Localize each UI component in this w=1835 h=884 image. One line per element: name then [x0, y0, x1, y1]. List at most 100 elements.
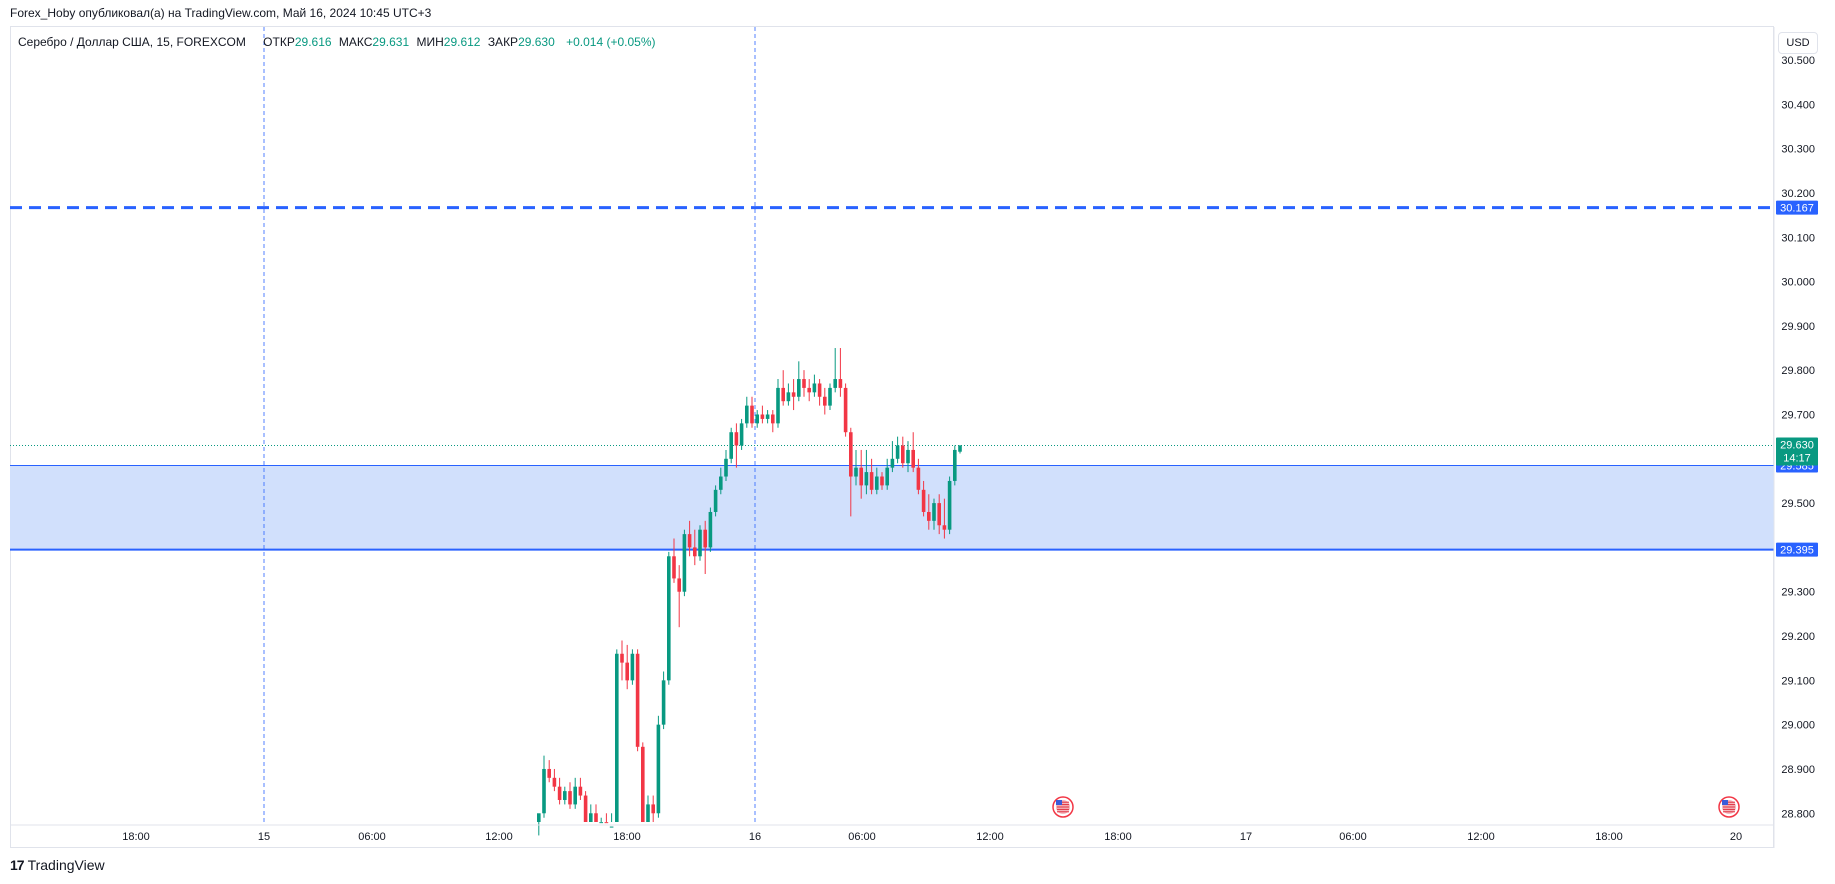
candle: [583, 791, 588, 822]
x-tick-label: 16: [749, 831, 761, 843]
candle-body: [838, 379, 843, 388]
candle-body: [906, 449, 910, 464]
x-tick-label: 18:00: [1595, 831, 1623, 843]
candle-body: [849, 432, 853, 477]
y-tick-label: 29.900: [1781, 321, 1815, 333]
x-tick-label: 18:00: [613, 831, 641, 843]
candle: [719, 467, 723, 495]
candle-body: [604, 822, 609, 824]
low-value: 29.612: [443, 35, 481, 49]
candle: [927, 494, 931, 530]
candle-body: [890, 458, 895, 468]
candle-body: [854, 467, 858, 477]
candle-body: [620, 653, 624, 663]
open-value: 29.616: [294, 35, 332, 49]
candle: [781, 370, 785, 406]
us-flag-icon[interactable]: [1718, 796, 1740, 818]
candle-body: [901, 445, 905, 464]
y-tick-label: 29.700: [1781, 409, 1815, 421]
candle: [833, 348, 837, 393]
candle-body: [698, 529, 702, 557]
candle-body: [750, 405, 754, 424]
candle-body: [703, 529, 707, 548]
candle-body: [817, 383, 822, 397]
candle-body: [734, 432, 739, 446]
change-value: +0.014 (+0.05%): [566, 35, 656, 49]
candle: [646, 795, 650, 822]
candle: [916, 458, 921, 495]
candle-body: [745, 405, 749, 424]
candle: [557, 777, 562, 805]
y-tick-label: 29.500: [1781, 498, 1815, 510]
x-tick-label: 06:00: [1339, 831, 1367, 843]
candle: [698, 525, 702, 561]
candle: [947, 476, 952, 535]
candle-body: [573, 786, 577, 805]
candle: [750, 396, 754, 428]
candle: [776, 379, 780, 428]
candle: [604, 813, 609, 824]
candle: [656, 715, 661, 818]
candle-body: [911, 449, 915, 468]
candle: [921, 480, 926, 517]
candle: [615, 649, 619, 822]
candle-body: [927, 511, 931, 521]
x-tick-label: 06:00: [358, 831, 386, 843]
candle-body: [823, 396, 827, 406]
us-flag-icon[interactable]: [1052, 796, 1074, 818]
candle-body: [859, 467, 863, 486]
candle-body: [583, 795, 588, 822]
candle-body: [916, 467, 921, 490]
candle-body: [833, 379, 837, 388]
candle-body: [828, 387, 832, 406]
candle: [542, 755, 546, 818]
candle: [635, 649, 640, 752]
candle-body: [589, 813, 593, 822]
candle: [760, 405, 765, 424]
candle: [708, 507, 713, 552]
candle: [755, 410, 759, 428]
candle-body: [885, 467, 889, 486]
candle-body: [776, 387, 780, 424]
candle: [864, 449, 869, 495]
candle-body: [713, 489, 718, 512]
x-tick-label: 18:00: [1104, 831, 1132, 843]
level-price-badge: 30.167: [1776, 200, 1818, 215]
high-label: МАКС: [338, 35, 373, 49]
candle: [797, 361, 801, 402]
candle: [958, 445, 962, 454]
last-price-badge-text: 29.630: [1780, 440, 1814, 452]
candle: [823, 387, 827, 415]
candle: [568, 782, 572, 809]
candle-body: [765, 414, 770, 419]
candle: [594, 804, 598, 822]
y-tick-label: 28.900: [1781, 764, 1815, 776]
candle: [771, 410, 775, 433]
currency-button[interactable]: USD: [1778, 32, 1818, 54]
x-tick-label: 12:00: [976, 831, 1004, 843]
y-tick-label: 29.300: [1781, 587, 1815, 599]
candle: [812, 374, 817, 397]
candle: [786, 383, 791, 406]
candle: [677, 565, 681, 628]
candle-body: [615, 653, 619, 822]
candle: [843, 383, 848, 437]
candle-body: [895, 445, 900, 459]
open-label: ОТКР: [263, 35, 295, 49]
candle-body: [625, 662, 629, 681]
candle-body: [667, 556, 671, 681]
symbol-title[interactable]: Серебро / Доллар США, 15, FOREXCOM: [18, 35, 246, 49]
candle-body: [635, 653, 640, 747]
y-tick-label: 29.800: [1781, 365, 1815, 377]
candle: [745, 396, 749, 428]
y-tick-label: 29.000: [1781, 720, 1815, 732]
footer-brand[interactable]: 17 TradingView: [10, 857, 105, 873]
candle: [609, 813, 614, 828]
last-price-badge-bg: [1776, 437, 1818, 466]
y-tick-label: 30.300: [1781, 144, 1815, 156]
y-tick-label: 29.100: [1781, 675, 1815, 687]
candle-body: [609, 826, 614, 828]
candle: [817, 379, 822, 406]
candle: [578, 777, 583, 800]
